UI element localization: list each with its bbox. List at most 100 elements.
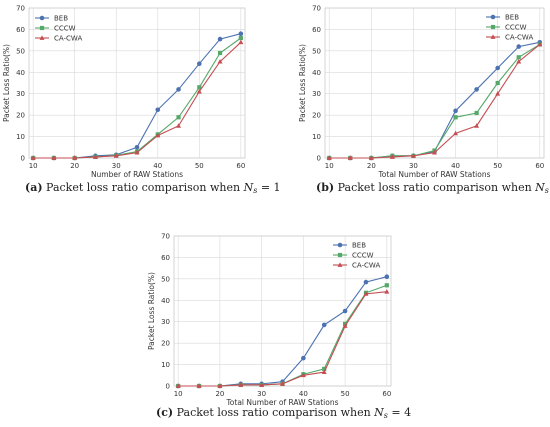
data-point-ca-cwa <box>363 291 369 296</box>
legend-label: BEB <box>505 14 519 22</box>
y-tick-label: 20 <box>16 112 25 120</box>
x-tick-label: 40 <box>153 162 162 170</box>
data-point-beb <box>217 36 223 42</box>
y-tick-label: 50 <box>161 275 170 283</box>
data-point-ca-cwa <box>537 41 543 47</box>
data-point-ca-cwa <box>113 153 119 158</box>
data-point-ca-cwa <box>432 150 437 155</box>
data-point-ca-cwa <box>238 39 244 45</box>
y-tick-label: 10 <box>312 133 321 141</box>
data-point-ca-cwa <box>175 383 181 388</box>
caption-math-rest: = 1 <box>257 181 280 194</box>
legend-marker <box>39 35 45 40</box>
y-tick-label: 20 <box>312 112 321 120</box>
data-point-cccw <box>217 50 223 56</box>
data-point-beb <box>384 274 390 280</box>
data-point-beb <box>155 107 161 113</box>
y-tick-label: 30 <box>161 318 170 326</box>
data-point-ca-cwa <box>384 289 390 294</box>
legend: BEB CCCW CA-CWA <box>35 15 82 43</box>
chart-panel-3: 0 10 20 30 40 50 60 70 10 20 30 40 50 60 Total Number … <box>147 233 392 407</box>
legend-marker <box>39 15 45 21</box>
y-axis-label: Packet Loss Ratio(%) <box>2 44 11 122</box>
data-point-ca-cwa <box>326 155 332 160</box>
y-tick-label: 10 <box>161 361 170 369</box>
x-tick-label: 60 <box>535 162 544 170</box>
plot-frame <box>28 7 246 159</box>
x-tick-label: 40 <box>451 162 460 170</box>
plot-area <box>325 8 544 158</box>
data-point-ca-cwa <box>92 154 98 159</box>
data-point-ca-cwa <box>453 130 459 136</box>
x-tick-label: 60 <box>382 390 391 398</box>
y-tick-label: 50 <box>16 47 25 55</box>
data-point-cccw <box>197 85 202 90</box>
legend-marker <box>337 242 343 248</box>
y-tick-label: 70 <box>161 233 170 241</box>
data-point-ca-cwa <box>259 382 265 387</box>
y-tick-label: 40 <box>312 69 321 77</box>
caption-math-var: N <box>534 181 545 194</box>
data-point-cccw <box>495 80 500 86</box>
x-tick-label: 30 <box>112 162 121 170</box>
y-tick-label: 50 <box>312 47 321 55</box>
plot-frame <box>173 235 392 387</box>
caption-math-var: N <box>373 406 384 419</box>
caption-text: Packet loss ratio comparison when <box>334 181 535 194</box>
data-point-beb <box>134 144 140 150</box>
legend-label: CCCW <box>505 24 527 32</box>
x-tick-label: 20 <box>215 390 224 398</box>
x-axis-label: Number of RAW Stations <box>91 170 183 179</box>
x-axis-label: Total Number of RAW Stations <box>225 398 338 407</box>
legend-label: CA-CWA <box>505 34 533 42</box>
y-tick-label: 70 <box>16 5 25 13</box>
x-tick-label: 50 <box>195 162 204 170</box>
x-tick-label: 30 <box>257 390 266 398</box>
data-point-ca-cwa <box>474 123 480 128</box>
caption-text: Packet loss ratio comparison when <box>173 406 374 419</box>
x-tick-label: 10 <box>325 162 334 170</box>
caption-math-sub: s <box>253 186 257 195</box>
legend-label: CCCW <box>54 25 76 33</box>
y-tick-label: 60 <box>312 26 321 34</box>
caption-math-sub: s <box>545 186 549 195</box>
chart-panel-2: 0 10 20 30 40 50 60 70 10 20 30 40 50 60 Total Number … <box>298 5 545 179</box>
legend: BEB CCCW CA-CWA <box>333 242 380 270</box>
y-tick-label: 60 <box>161 254 170 262</box>
legend-label: BEB <box>352 242 366 250</box>
y-tick-label: 30 <box>312 90 321 98</box>
x-axis-label: Total Number of RAW Stations <box>377 170 490 179</box>
data-point-beb <box>301 355 306 361</box>
data-point-beb <box>238 31 244 37</box>
legend-marker <box>490 34 496 39</box>
data-point-ca-cwa <box>280 381 285 386</box>
data-point-cccw <box>474 110 479 116</box>
panel-caption: (c) Packet loss ratio comparison when Ns… <box>156 406 411 420</box>
y-tick-label: 70 <box>312 5 321 13</box>
caption-math-var: N <box>243 181 254 194</box>
data-point-cccw <box>238 35 243 41</box>
x-tick-label: 20 <box>367 162 376 170</box>
legend: BEB CCCW CA-CWA <box>486 14 533 42</box>
data-point-ca-cwa <box>342 323 348 328</box>
y-tick-label: 40 <box>161 297 170 305</box>
y-tick-label: 10 <box>16 133 25 141</box>
data-point-beb <box>453 108 458 114</box>
chart-panel-1: 0 10 20 30 40 50 60 70 10 20 30 40 50 60 Number of RAW… <box>2 5 246 179</box>
data-point-ca-cwa <box>321 369 327 374</box>
data-point-beb <box>363 279 369 285</box>
caption-label: (c) <box>156 406 173 419</box>
data-point-ca-cwa <box>238 382 244 387</box>
data-point-ca-cwa <box>30 155 36 160</box>
legend-marker <box>39 25 45 31</box>
plot-frame <box>324 7 545 159</box>
data-point-ca-cwa <box>196 88 202 94</box>
legend-label: CA-CWA <box>54 35 82 43</box>
caption-label: (a) <box>25 181 43 194</box>
data-point-ca-cwa <box>516 58 522 64</box>
legend-marker <box>337 252 343 258</box>
data-point-ca-cwa <box>155 132 161 138</box>
y-tick-label: 40 <box>16 69 25 77</box>
caption-math-sub: s <box>384 411 388 420</box>
